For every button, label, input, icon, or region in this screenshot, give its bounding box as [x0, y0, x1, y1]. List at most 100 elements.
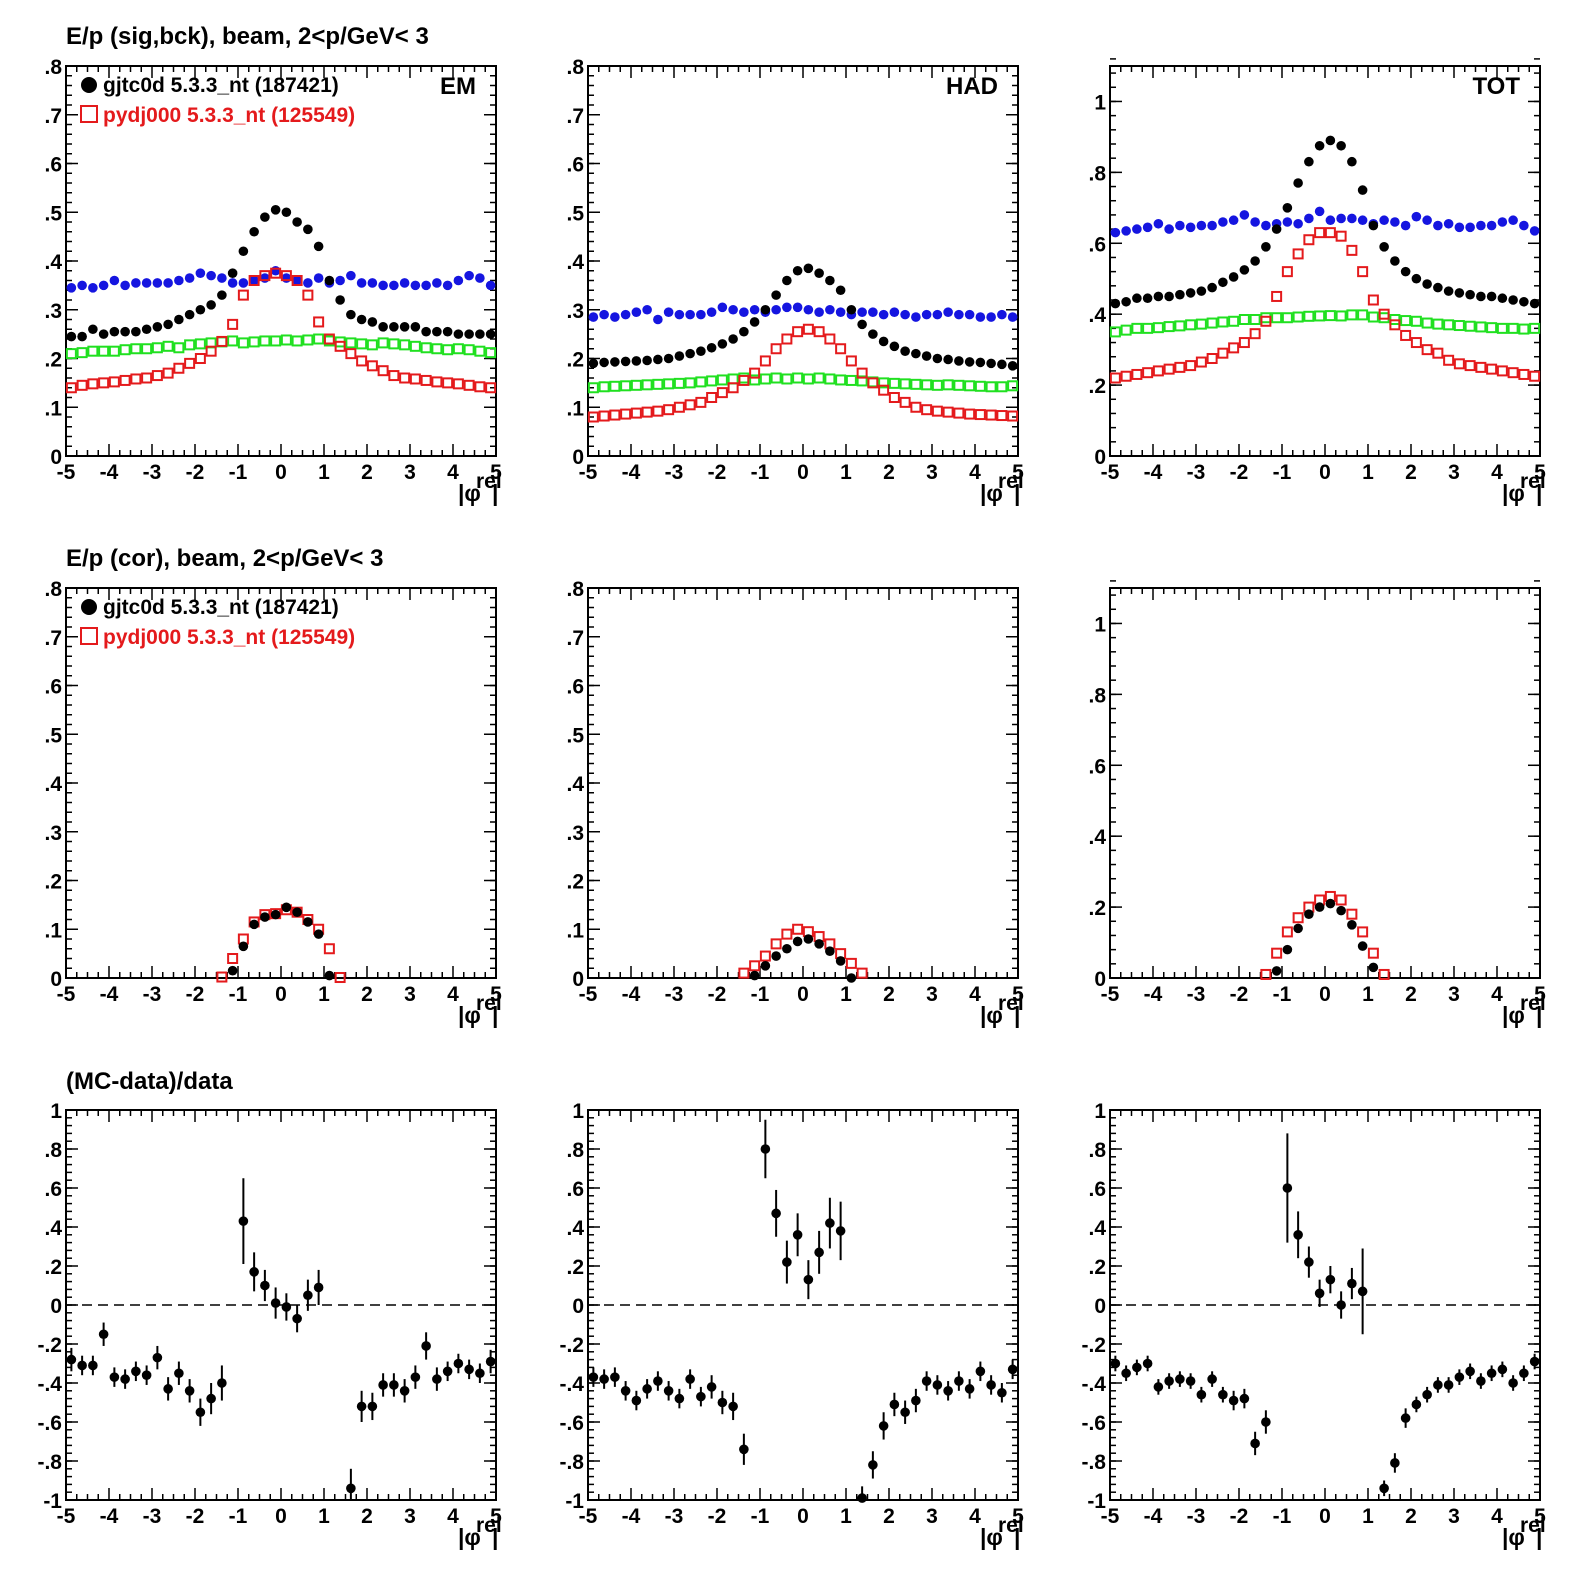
data-point	[302, 289, 314, 301]
y-tick-label: .3	[44, 300, 62, 323]
data-point	[1110, 1358, 1121, 1369]
x-tick-label: 4	[1491, 1505, 1503, 1528]
data-point	[1238, 337, 1250, 349]
data-point	[1400, 329, 1412, 341]
data-point	[87, 345, 99, 357]
data-point	[717, 1397, 728, 1408]
data-point	[1336, 1300, 1346, 1310]
data-point	[281, 273, 292, 283]
data-point	[184, 309, 195, 320]
y-tick-label: .4	[44, 1217, 62, 1240]
data-point	[238, 278, 249, 288]
data-point	[792, 923, 804, 935]
data-point	[76, 379, 88, 391]
data-point	[825, 946, 835, 956]
data-point	[227, 278, 238, 288]
series-gjtc0d-5-3-3-nt-187421-	[1110, 135, 1540, 309]
data-point	[771, 1208, 781, 1219]
data-point	[685, 309, 695, 320]
data-point	[1519, 1368, 1529, 1379]
x-tick-label: 5	[1012, 461, 1024, 484]
series-pydj000-5-3-3-nt-125549-	[1260, 890, 1390, 980]
x-axis-label-superscript: rel	[476, 1514, 502, 1537]
y-tick-label: .4	[566, 251, 584, 274]
data-point	[152, 278, 163, 288]
data-point	[1529, 226, 1540, 236]
data-point	[217, 273, 227, 283]
x-tick-label: 1	[1362, 461, 1374, 484]
data-point	[835, 307, 846, 317]
data-point	[1281, 312, 1293, 324]
data-point	[1292, 311, 1304, 323]
data-point	[356, 355, 368, 367]
data-point	[421, 280, 431, 291]
x-tick-label: -4	[622, 983, 641, 1006]
data-point	[1325, 135, 1336, 146]
data-point	[802, 323, 814, 335]
data-point	[986, 358, 996, 369]
data-point	[173, 362, 185, 374]
x-tick-label: 0	[797, 1505, 809, 1528]
y-tick-label: .6	[1088, 233, 1106, 256]
data-point	[88, 324, 98, 335]
y-tick-label: .2	[566, 349, 584, 372]
data-point	[782, 275, 792, 286]
data-point	[1174, 320, 1186, 332]
data-point	[1142, 367, 1154, 379]
y-tick-label: -1	[1087, 1490, 1106, 1513]
data-point	[813, 372, 825, 384]
data-point	[1304, 156, 1314, 167]
x-axis-label-superscript: rel	[998, 470, 1024, 493]
x-tick-label: 1	[1362, 1505, 1374, 1528]
data-point	[964, 357, 975, 367]
data-point	[845, 957, 857, 969]
data-point	[1465, 222, 1475, 233]
x-tick-label: -2	[1230, 461, 1249, 484]
x-tick-label: -2	[708, 461, 727, 484]
data-point	[281, 902, 292, 913]
data-point	[151, 370, 163, 382]
data-point	[280, 334, 292, 346]
data-point	[1507, 367, 1519, 379]
data-point	[238, 1216, 249, 1226]
series-gjtc0d-5-3-3-nt-187421-	[227, 902, 335, 981]
data-point	[120, 1374, 130, 1384]
data-point	[1152, 365, 1164, 377]
y-tick-label: -.6	[1081, 1412, 1106, 1435]
data-point	[141, 324, 152, 335]
data-point	[1163, 321, 1175, 333]
data-point	[1109, 372, 1121, 384]
data-point	[452, 343, 464, 355]
y-tick-label: .2	[1088, 375, 1106, 398]
data-point	[900, 1407, 910, 1418]
data-point	[249, 1267, 259, 1277]
data-point	[303, 917, 313, 927]
data-point	[249, 275, 259, 286]
x-tick-label: -5	[579, 983, 598, 1006]
data-point	[248, 336, 260, 348]
data-point	[1433, 220, 1443, 231]
data-point	[98, 329, 109, 339]
data-point	[685, 1374, 695, 1384]
x-tick-label: -4	[622, 1505, 641, 1528]
data-point	[1228, 215, 1239, 226]
data-point	[824, 373, 836, 385]
data-point	[98, 1329, 109, 1340]
x-axis-label-superscript: rel	[998, 1514, 1024, 1537]
x-tick-label: 2	[361, 983, 373, 1006]
data-point	[588, 1372, 599, 1382]
x-tick-label: 0	[797, 461, 809, 484]
data-point	[216, 335, 228, 347]
data-point	[1164, 291, 1174, 302]
y-tick-label: 0	[1094, 446, 1106, 469]
x-axis-label-superscript: rel	[476, 470, 502, 493]
data-point	[1206, 353, 1218, 364]
x-axis-label: |φ	[980, 1524, 1003, 1550]
data-point	[889, 307, 900, 317]
data-point	[280, 270, 292, 282]
x-axis-label-end: |	[492, 1002, 498, 1028]
data-point	[1293, 1230, 1303, 1240]
data-point	[888, 377, 900, 389]
x-tick-label: -2	[186, 1505, 205, 1528]
y-tick-label: .4	[1088, 1217, 1106, 1240]
